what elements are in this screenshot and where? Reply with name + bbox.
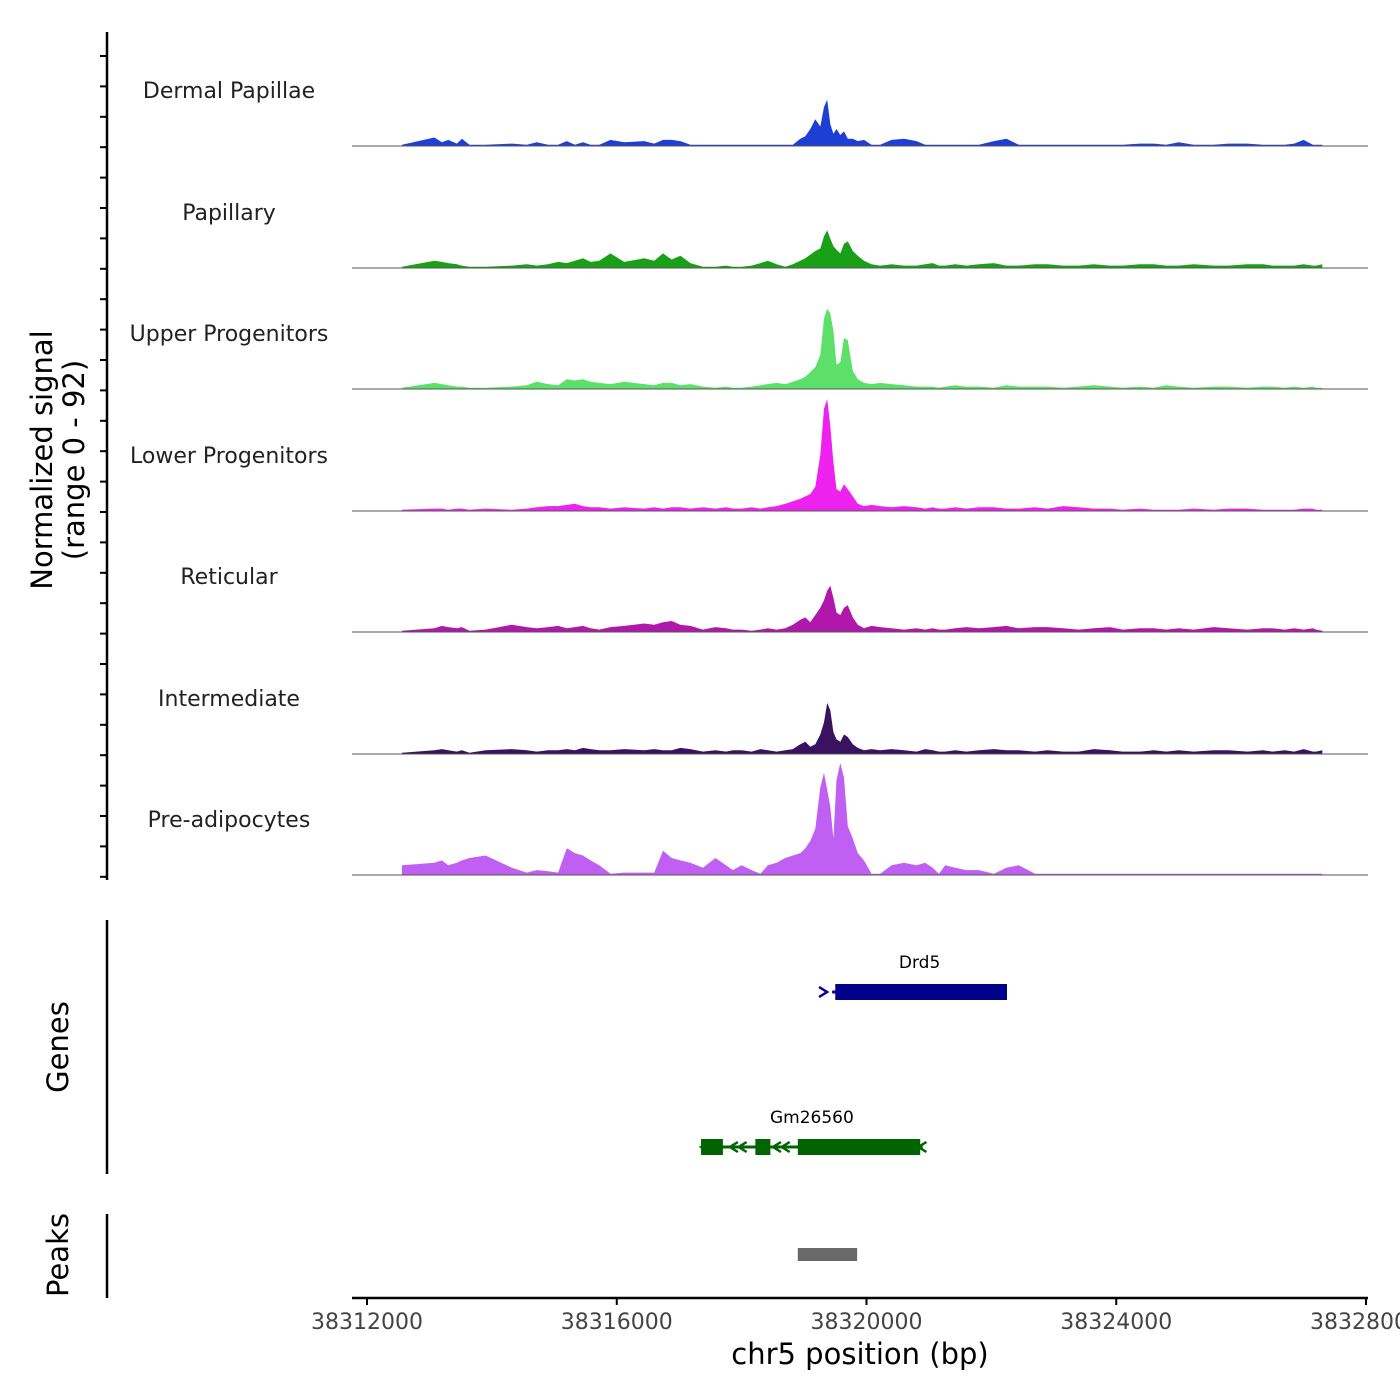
gene-label: Drd5 (899, 953, 940, 973)
signal-area (402, 763, 1323, 875)
x-axis: 38312000 38316000 38320000 38324000 38328000 (311, 1296, 1400, 1335)
genes-panel: Drd5 Gm26560 (698, 953, 1007, 1155)
y-axis-title: Normalized signal (25, 330, 59, 589)
signal-area (402, 585, 1323, 632)
x-tick-label: 38320000 (811, 1310, 923, 1335)
signal-area (402, 399, 1323, 511)
track-upper-progenitors: Upper Progenitors (130, 308, 1368, 390)
coverage-tracks: Dermal Papillae Papillary Upper Progenitor… (130, 79, 1368, 876)
track-pre-adipocytes: Pre-adipocytes (148, 763, 1368, 876)
peaks-panel (797, 1248, 858, 1261)
gene-exon (835, 984, 1007, 1000)
strand-arrow (736, 1140, 748, 1154)
signal-area (402, 230, 1323, 268)
gene-gm26560: Gm26560 (698, 1108, 928, 1155)
genes-panel-title: Genes (41, 1001, 75, 1093)
signal-area (402, 99, 1323, 146)
gene-label: Gm26560 (770, 1108, 854, 1128)
strand-arrow (818, 985, 830, 999)
track-reticular: Reticular (180, 565, 1368, 633)
track-intermediate: Intermediate (158, 687, 1368, 755)
x-tick-label: 38312000 (311, 1310, 423, 1335)
track-label: Lower Progenitors (130, 444, 328, 469)
track-label: Reticular (180, 565, 278, 590)
gene-drd5: Drd5 (818, 953, 1007, 1000)
strand-arrow (916, 1140, 928, 1154)
signal-y-axis (100, 32, 109, 880)
strand-arrow (779, 1140, 791, 1154)
x-tick-label: 38328000 (1310, 1310, 1400, 1335)
track-label: Pre-adipocytes (148, 808, 311, 833)
track-label: Papillary (182, 201, 276, 226)
peaks-panel-title: Peaks (41, 1213, 75, 1297)
strand-arrow (770, 1140, 782, 1154)
track-dermal-papillae: Dermal Papillae (143, 79, 1368, 147)
strand-arrow (727, 1140, 739, 1154)
track-label: Dermal Papillae (143, 79, 315, 104)
gene-exon (755, 1139, 771, 1155)
x-tick-label: 38324000 (1060, 1310, 1172, 1335)
y-axis-subtitle: (range 0 - 92) (57, 360, 91, 560)
track-label: Intermediate (158, 687, 300, 712)
peak-region (797, 1248, 858, 1261)
gene-exon (701, 1139, 723, 1155)
gene-exon (797, 1139, 921, 1155)
signal-area (402, 702, 1323, 754)
track-lower-progenitors: Lower Progenitors (130, 399, 1368, 512)
signal-area (402, 308, 1323, 389)
track-papillary: Papillary (182, 201, 1368, 269)
x-axis-title: chr5 position (bp) (731, 1337, 988, 1371)
strand-arrow (698, 1140, 710, 1154)
track-label: Upper Progenitors (130, 322, 329, 347)
x-tick-label: 38316000 (561, 1310, 673, 1335)
